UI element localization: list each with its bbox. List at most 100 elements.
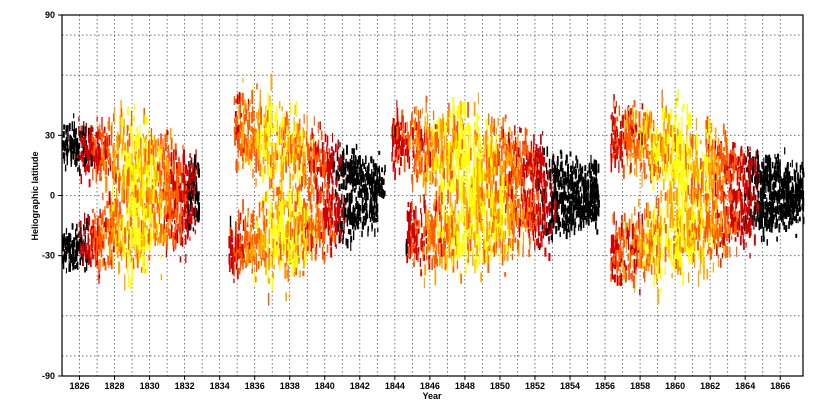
sunspot-mark bbox=[267, 159, 270, 179]
sunspot-mark bbox=[487, 166, 490, 184]
sunspot-mark bbox=[280, 127, 283, 146]
sunspot-mark bbox=[116, 150, 119, 155]
sunspot-mark bbox=[124, 191, 126, 201]
sunspot-mark bbox=[463, 159, 465, 168]
sunspot-mark bbox=[259, 260, 262, 268]
sunspot-mark bbox=[474, 201, 477, 222]
sunspot-mark bbox=[313, 175, 315, 183]
sunspot-mark bbox=[524, 127, 527, 142]
sunspot-mark bbox=[504, 238, 506, 243]
sunspot-mark bbox=[138, 244, 140, 264]
sunspot-mark bbox=[125, 163, 127, 176]
sunspot-mark bbox=[366, 206, 368, 216]
sunspot-mark bbox=[323, 191, 325, 198]
sunspot-mark bbox=[453, 115, 456, 135]
sunspot-mark bbox=[501, 165, 503, 174]
sunspot-mark bbox=[483, 194, 485, 206]
sunspot-mark bbox=[272, 142, 274, 147]
sunspot-mark bbox=[292, 250, 294, 259]
sunspot-mark bbox=[419, 125, 422, 131]
sunspot-mark bbox=[336, 191, 338, 202]
sunspot-mark bbox=[235, 160, 237, 171]
sunspot-mark bbox=[126, 221, 129, 231]
sunspot-mark bbox=[480, 160, 482, 170]
sunspot-mark bbox=[476, 156, 479, 176]
sunspot-mark bbox=[423, 143, 425, 150]
sunspot-mark bbox=[132, 220, 134, 235]
sunspot-mark bbox=[250, 125, 252, 132]
sunspot-mark bbox=[294, 104, 296, 115]
sunspot-mark bbox=[294, 122, 297, 138]
sunspot-mark bbox=[584, 180, 587, 188]
sunspot-mark bbox=[455, 141, 457, 159]
sunspot-mark bbox=[355, 183, 357, 190]
sunspot-mark bbox=[317, 185, 319, 191]
sunspot-mark bbox=[297, 164, 299, 179]
sunspot-mark bbox=[433, 161, 436, 172]
sunspot-mark bbox=[296, 255, 298, 269]
sunspot-mark bbox=[145, 228, 147, 248]
sunspot-mark bbox=[367, 176, 370, 184]
sunspot-mark bbox=[248, 114, 251, 131]
sunspot-mark bbox=[474, 133, 477, 145]
sunspot-mark bbox=[158, 161, 161, 173]
sunspot-mark bbox=[596, 187, 598, 196]
sunspot-mark bbox=[147, 206, 150, 213]
sunspot-mark bbox=[63, 144, 65, 152]
sunspot-mark bbox=[258, 140, 261, 154]
sunspot-mark bbox=[146, 177, 148, 188]
sunspot-mark bbox=[564, 180, 566, 186]
sunspot-mark bbox=[426, 246, 428, 261]
sunspot-mark bbox=[164, 227, 166, 243]
sunspot-mark bbox=[534, 206, 536, 217]
sunspot-mark bbox=[524, 164, 527, 171]
sunspot-mark bbox=[288, 294, 291, 299]
sunspot-mark bbox=[450, 171, 453, 180]
sunspot-mark bbox=[339, 223, 342, 234]
sunspot-mark bbox=[258, 227, 260, 242]
sunspot-mark bbox=[392, 136, 394, 147]
sunspot-mark bbox=[293, 224, 296, 233]
sunspot-mark bbox=[233, 247, 236, 257]
sunspot-mark bbox=[255, 221, 258, 229]
sunspot-mark bbox=[234, 134, 236, 146]
sunspot-mark bbox=[266, 141, 268, 157]
sunspot-mark bbox=[536, 151, 538, 164]
sunspot-mark bbox=[340, 220, 342, 228]
sunspot-mark bbox=[362, 178, 364, 183]
sunspot-mark bbox=[314, 173, 316, 183]
sunspot-mark bbox=[174, 181, 177, 191]
sunspot-mark bbox=[454, 170, 457, 176]
sunspot-mark bbox=[502, 129, 504, 139]
sunspot-mark bbox=[246, 244, 249, 259]
sunspot-mark bbox=[128, 234, 130, 248]
sunspot-mark bbox=[534, 231, 536, 238]
sunspot-mark bbox=[517, 134, 519, 147]
sunspot-mark bbox=[188, 217, 191, 224]
sunspot-mark bbox=[421, 240, 424, 252]
sunspot-mark bbox=[393, 120, 396, 126]
sunspot-mark bbox=[234, 111, 237, 118]
sunspot-mark bbox=[371, 210, 373, 216]
sunspot-mark bbox=[100, 163, 102, 176]
sunspot-mark bbox=[478, 145, 480, 150]
sunspot-mark bbox=[439, 231, 442, 238]
sunspot-mark bbox=[310, 219, 313, 232]
sunspot-mark bbox=[65, 251, 67, 261]
sunspot-mark bbox=[370, 196, 372, 205]
sunspot-mark bbox=[412, 242, 414, 252]
sunspot-mark bbox=[323, 255, 326, 264]
sunspot-mark bbox=[456, 178, 458, 194]
sunspot-mark bbox=[133, 165, 136, 184]
sunspot-mark bbox=[130, 219, 132, 237]
sunspot-mark bbox=[121, 139, 124, 155]
sunspot-mark bbox=[91, 149, 93, 159]
sunspot-mark bbox=[195, 182, 198, 191]
sunspot-mark bbox=[551, 214, 554, 223]
sunspot-mark bbox=[126, 161, 128, 175]
sunspot-mark bbox=[308, 152, 311, 161]
sunspot-mark bbox=[304, 211, 307, 225]
sunspot-mark bbox=[438, 185, 441, 201]
sunspot-mark bbox=[571, 176, 574, 185]
sunspot-mark bbox=[119, 131, 121, 144]
